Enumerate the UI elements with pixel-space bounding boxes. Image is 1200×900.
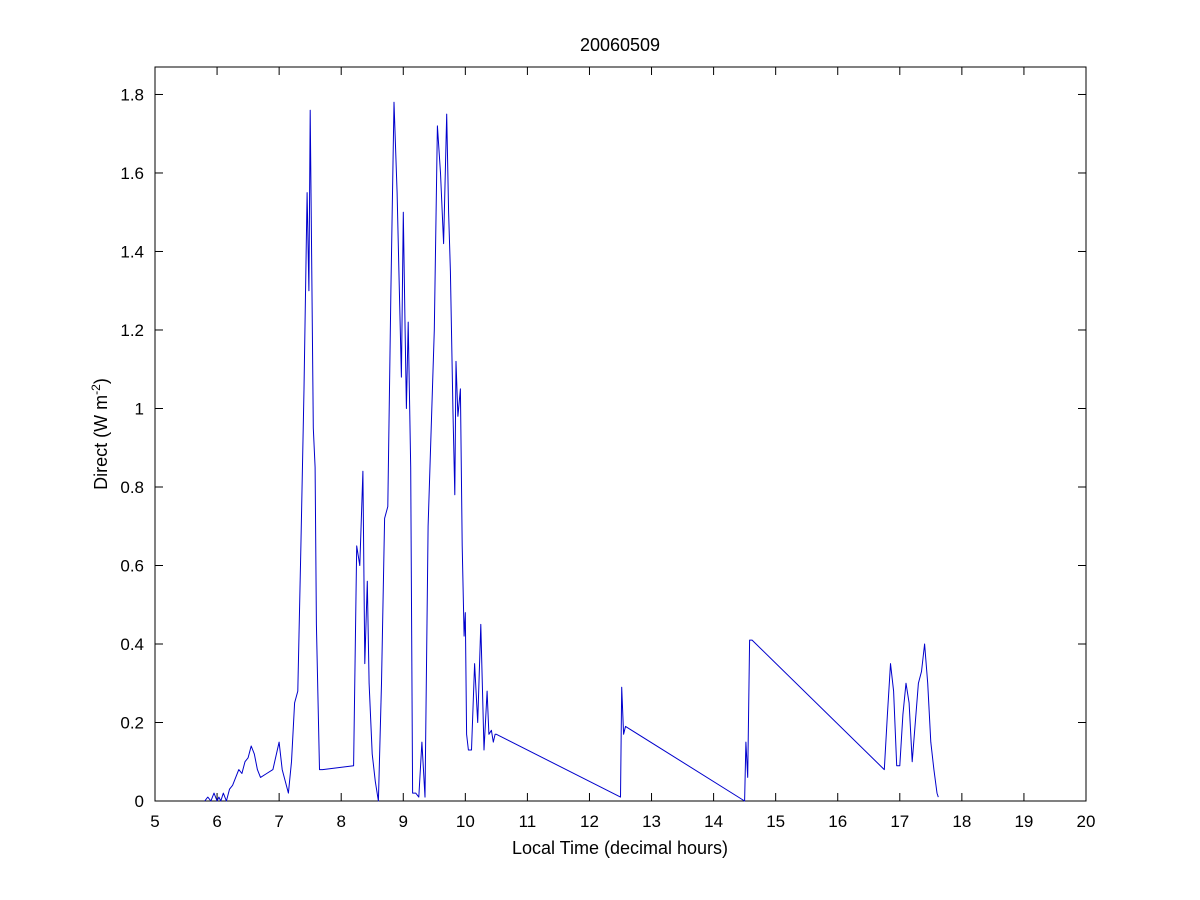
x-tick-label: 6 xyxy=(212,812,221,831)
x-tick-label: 12 xyxy=(580,812,599,831)
y-tick-label: 0.6 xyxy=(120,556,144,575)
x-tick-label: 13 xyxy=(642,812,661,831)
y-axis-title: Direct (W m-2) xyxy=(89,378,111,490)
x-tick-label: 8 xyxy=(336,812,345,831)
y-tick-label: 1.8 xyxy=(120,85,144,104)
x-axis: 5 6 7 8 9 10 11 12 13 14 15 16 17 18 19 20 xyxy=(150,67,1095,831)
series-line xyxy=(204,101,939,802)
y-tick-label: 0.8 xyxy=(120,478,144,497)
x-tick-label: 11 xyxy=(519,812,537,831)
y-tick-label: 1.2 xyxy=(120,321,144,340)
y-tick-label: 0 xyxy=(135,792,144,811)
y-tick-label: 1.4 xyxy=(120,242,144,261)
x-tick-label: 5 xyxy=(150,812,159,831)
x-tick-label: 7 xyxy=(274,812,283,831)
y-tick-label: 0.4 xyxy=(120,635,144,654)
x-tick-label: 16 xyxy=(828,812,847,831)
chart-title: 20060509 xyxy=(580,35,660,55)
y-axis: 0 0.2 0.4 0.6 0.8 1 1.2 1.4 1.6 1.8 xyxy=(120,85,1086,811)
plot-area xyxy=(154,66,1087,802)
x-tick-label: 10 xyxy=(456,812,475,831)
y-tick-label: 0.2 xyxy=(120,713,144,732)
y-axis-title-superscript: -2 xyxy=(89,384,103,395)
y-tick-label: 1.6 xyxy=(120,164,144,183)
x-tick-label: 15 xyxy=(766,812,785,831)
x-tick-label: 19 xyxy=(1014,812,1033,831)
y-axis-title-close: ) xyxy=(91,378,111,384)
x-tick-label: 9 xyxy=(399,812,408,831)
x-tick-label: 20 xyxy=(1077,812,1096,831)
y-tick-label: 1 xyxy=(135,399,144,418)
y-axis-title-main: Direct (W m xyxy=(91,395,111,490)
x-tick-label: 18 xyxy=(952,812,971,831)
x-tick-label: 14 xyxy=(704,812,723,831)
x-tick-label: 17 xyxy=(890,812,909,831)
x-axis-title: Local Time (decimal hours) xyxy=(512,838,728,858)
